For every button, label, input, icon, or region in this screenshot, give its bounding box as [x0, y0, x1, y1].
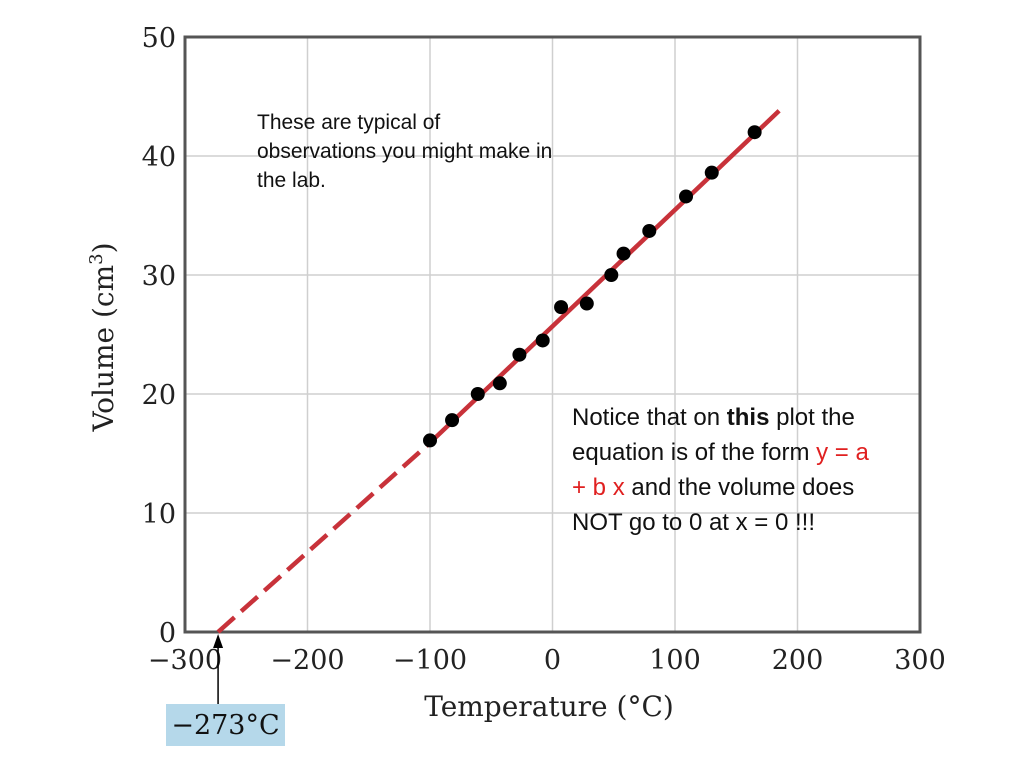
data-point [579, 296, 594, 311]
x-tick-label: −200 [270, 645, 344, 676]
extrapolated-fit-line [216, 441, 432, 634]
callout-arrow-head [213, 634, 224, 648]
x-axis-title: Temperature (°C) [424, 690, 674, 723]
y-tick-label: 30 [142, 261, 176, 292]
data-point [679, 189, 694, 204]
data-point [704, 165, 719, 180]
data-point [470, 387, 485, 401]
y-tick-label: 10 [142, 499, 176, 530]
tick-labels: −300 −200 −100 0 100 200 300 0 10 20 30 40 50 [142, 23, 946, 676]
x-tick-label: 300 [894, 645, 946, 676]
data-point [604, 268, 619, 282]
data-point [535, 333, 550, 348]
data-point [554, 300, 569, 315]
y-axis-title: Volume (cm3) [86, 242, 120, 432]
x-tick-label: −300 [148, 645, 222, 676]
data-point [642, 223, 657, 238]
data-point [512, 347, 527, 362]
y-tick-label: 20 [142, 380, 176, 411]
x-tick-label: 200 [772, 645, 824, 676]
x-tick-label: 0 [544, 645, 561, 676]
y-tick-label: 40 [142, 142, 176, 173]
x-tick-label: 100 [649, 645, 701, 676]
annotation-equation-note: Notice that on this plot the equation is… [572, 404, 869, 536]
data-point [616, 246, 631, 261]
y-tick-label: 0 [159, 618, 176, 649]
data-points [423, 125, 762, 448]
data-point [492, 376, 507, 391]
plot-frame [183, 35, 922, 634]
equation-text: y = a + b x [572, 439, 869, 501]
data-point [445, 413, 460, 428]
data-point [423, 433, 437, 448]
absolute-zero-callout: −273°C [166, 704, 285, 746]
y-tick-label: 50 [142, 23, 176, 54]
data-point [747, 125, 762, 140]
x-tick-label: −100 [393, 645, 467, 676]
annotation-typical-observations: These are typical of observations you mi… [257, 111, 553, 192]
